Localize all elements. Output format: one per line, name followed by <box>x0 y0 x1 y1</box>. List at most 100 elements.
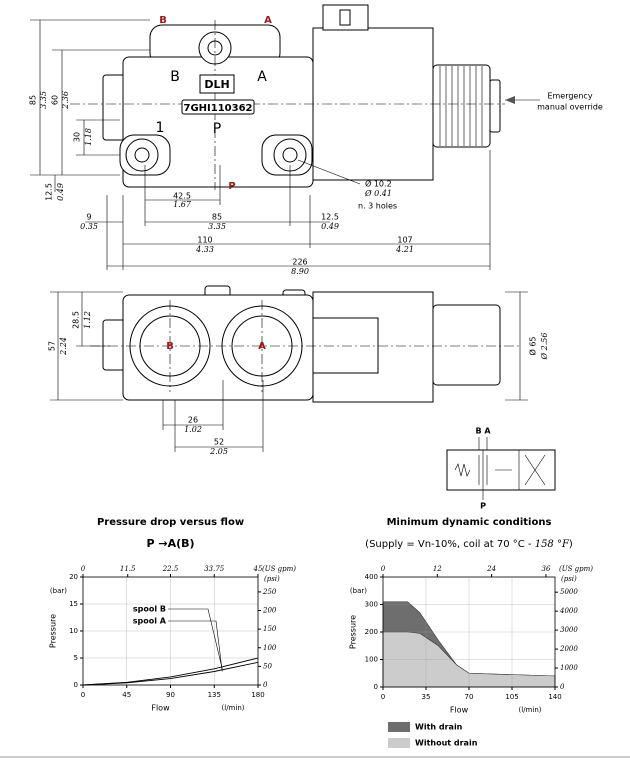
body-label: A <box>257 69 267 85</box>
x-unit: (l/min) <box>519 706 542 714</box>
y-unit: (bar) <box>50 587 67 595</box>
series-label: spool A <box>133 617 167 626</box>
override-label: Emergency <box>547 92 592 101</box>
x-tick-label: 135 <box>208 691 221 699</box>
y-tick-label: 300 <box>365 601 378 609</box>
port-label: A <box>258 341 266 352</box>
dimension: 0.49 <box>321 222 339 231</box>
dimension: 30 <box>73 132 82 142</box>
dimension: 3.35 <box>39 91 48 109</box>
dimension: 0.35 <box>80 222 98 231</box>
x2-tick-label: 45 <box>253 565 263 573</box>
y2-tick-label: 150 <box>263 625 277 633</box>
legend-label: With drain <box>415 723 463 732</box>
dimension: 42.5 <box>173 192 191 201</box>
y2-tick-label: 0 <box>263 681 268 689</box>
chart-title: Pressure drop versus flow <box>97 517 244 528</box>
x2-tick-label: 22.5 <box>162 565 179 573</box>
dimension: 1.18 <box>84 128 93 146</box>
legend-swatch <box>388 722 410 732</box>
port-label: P <box>228 181 235 192</box>
y-tick-label: 0 <box>374 683 378 691</box>
y-axis-label: Pressure <box>49 614 58 648</box>
dimension: 9 <box>86 213 91 222</box>
port-label: B <box>166 341 174 352</box>
hole-label: n. 3 holes <box>358 202 397 211</box>
dimension: Ø 2.56 <box>540 333 549 361</box>
line <box>82 661 259 686</box>
y2-unit: (psi) <box>561 575 577 583</box>
x2-unit: (US gpm) <box>262 565 296 573</box>
y2-tick-label: 0 <box>560 683 565 691</box>
y-tick-label: 200 <box>365 628 378 636</box>
x2-tick-label: 12 <box>433 565 442 573</box>
dimension: 60 <box>51 95 60 105</box>
dimension: 12.5 <box>321 213 339 222</box>
x-tick-label: 70 <box>465 693 474 701</box>
x-tick-label: 105 <box>505 693 518 701</box>
hole-label: Ø 10.2 <box>365 179 392 189</box>
chart-subtitle: P →A(B) <box>146 537 194 550</box>
x2-tick-label: 0 <box>81 565 86 573</box>
override-label: manual override <box>537 103 603 112</box>
y2-tick-label: 4000 <box>559 607 578 615</box>
y-tick-label: 20 <box>69 573 78 581</box>
x-tick-label: 0 <box>381 693 385 701</box>
brand: DLH <box>204 78 229 91</box>
y-tick-label: 0 <box>74 681 78 689</box>
x-tick-label: 90 <box>166 691 175 699</box>
x-tick-label: 0 <box>81 691 85 699</box>
y2-tick-label: 200 <box>262 607 277 615</box>
x2-tick-label: 33.75 <box>204 565 225 573</box>
y2-tick-label: 100 <box>263 644 277 652</box>
top-view: Emergency manual override B A B A 1 P DL… <box>29 4 603 276</box>
y-unit: (bar) <box>350 587 367 595</box>
body-label: P <box>213 121 221 137</box>
subtitle-part: (Supply = Vn-10%, coil at 70 °C - <box>365 539 535 550</box>
dimension: Ø 65 <box>528 336 538 355</box>
chart-title: Minimum dynamic conditions <box>387 517 552 528</box>
chart-subtitle: (Supply = Vn-10%, coil at 70 °C - 158 °F… <box>365 539 573 551</box>
symbol-label: B A <box>475 427 491 436</box>
plot-frame <box>382 576 556 688</box>
chart: Minimum dynamic conditions (Supply = Vn-1… <box>349 517 593 748</box>
dimension: 28.5 <box>72 311 81 329</box>
dimension: 1.12 <box>83 311 92 329</box>
series-label: spool B <box>133 605 166 614</box>
dimension: 226 <box>292 258 307 267</box>
dimension: 4.33 <box>195 245 214 254</box>
dimension: 4.21 <box>395 245 414 254</box>
x-tick-label: 180 <box>251 691 264 699</box>
port-label: A <box>264 15 272 26</box>
legend-label: Without drain <box>415 739 478 748</box>
dimension: 52 <box>214 438 224 447</box>
subtitle-part: 158 °F <box>535 539 570 550</box>
x2-unit: (US gpm) <box>559 565 593 573</box>
y2-unit: (psi) <box>264 575 280 583</box>
symbol-label: P <box>480 502 486 511</box>
x-tick-label: 35 <box>422 693 431 701</box>
y-tick-label: 100 <box>365 656 378 664</box>
x2-tick-label: 36 <box>541 565 550 573</box>
y-axis-label: Pressure <box>349 615 358 649</box>
dimension: 110 <box>197 236 212 245</box>
chart: Pressure drop versus flow P →A(B) 0 5 10 15 20… <box>49 517 297 713</box>
y2-tick-label: 250 <box>262 588 277 596</box>
leader-line <box>168 620 223 672</box>
hydraulic-symbol: B A P <box>446 427 556 511</box>
dimension: 1.67 <box>173 200 192 209</box>
body-label: 1 <box>156 120 165 136</box>
dimension: 8.90 <box>291 267 309 276</box>
dimension: 107 <box>397 236 412 245</box>
x-unit: (l/min) <box>222 704 245 712</box>
x2-tick-label: 11.5 <box>120 565 136 573</box>
dimension: 2.05 <box>209 447 228 456</box>
leader-line <box>168 608 223 669</box>
x-tick-label: 45 <box>122 691 131 699</box>
y-tick-label: 15 <box>69 600 78 608</box>
dimension: 1.02 <box>184 425 202 434</box>
x-axis-label: Flow <box>151 704 170 713</box>
y2-tick-label: 3000 <box>560 626 578 634</box>
y2-tick-label: 50 <box>263 662 272 670</box>
code: 7GHI110362 <box>183 103 252 114</box>
